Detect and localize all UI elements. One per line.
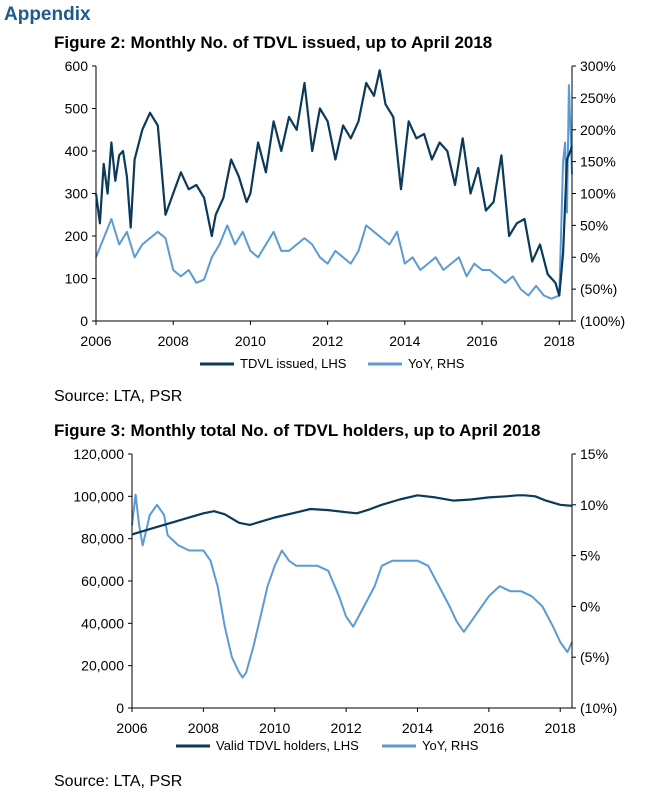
figure-3-title: Figure 3: Monthly total No. of TDVL hold… bbox=[54, 421, 541, 440]
figure-2-source: Source: LTA, PSR bbox=[54, 388, 183, 405]
figure-3-source: Source: LTA, PSR bbox=[54, 773, 183, 790]
right-tick-label: 100% bbox=[580, 186, 616, 202]
legend-rhs-label: YoY, RHS bbox=[408, 356, 465, 371]
x-tick-label: 2012 bbox=[312, 333, 343, 349]
right-tick-label: 5% bbox=[580, 548, 600, 564]
x-tick-label: 2016 bbox=[466, 333, 497, 349]
legend-rhs-label: YoY, RHS bbox=[422, 738, 479, 753]
right-tick-label: 10% bbox=[580, 497, 608, 513]
x-tick-label: 2016 bbox=[473, 720, 504, 736]
left-tick-label: 300 bbox=[65, 186, 89, 202]
lhs-series-line bbox=[131, 494, 573, 536]
x-tick-label: 2008 bbox=[188, 720, 219, 736]
right-tick-label: (50%) bbox=[580, 281, 617, 297]
figure-2-title: Figure 2: Monthly No. of TDVL issued, up… bbox=[54, 33, 493, 52]
x-tick-label: 2010 bbox=[259, 720, 290, 736]
right-tick-label: 150% bbox=[580, 154, 616, 170]
right-tick-label: (10%) bbox=[580, 700, 617, 716]
left-tick-label: 20,000 bbox=[81, 658, 124, 674]
right-tick-label: 300% bbox=[580, 58, 616, 74]
left-tick-label: 200 bbox=[65, 228, 89, 244]
appendix-heading: Appendix bbox=[4, 4, 91, 25]
left-tick-label: 0 bbox=[116, 700, 124, 716]
figure-2-chart: 0 100 200 300 400 500 600 (100%) (50%) 0% 50% 100% 1… bbox=[65, 58, 626, 371]
left-tick-label: 600 bbox=[65, 58, 89, 74]
left-tick-label: 60,000 bbox=[81, 573, 124, 589]
right-tick-label: (100%) bbox=[580, 313, 625, 329]
left-tick-label: 100,000 bbox=[73, 488, 124, 504]
right-tick-label: 0% bbox=[580, 249, 600, 265]
x-tick-label: 2018 bbox=[545, 720, 576, 736]
legend-lhs-label: Valid TDVL holders, LHS bbox=[216, 738, 359, 753]
x-tick-label: 2008 bbox=[158, 333, 189, 349]
x-tick-label: 2014 bbox=[402, 720, 433, 736]
right-tick-label: 200% bbox=[580, 122, 616, 138]
left-tick-label: 0 bbox=[80, 313, 88, 329]
rhs-series-line bbox=[131, 493, 573, 679]
x-tick-label: 2006 bbox=[80, 333, 111, 349]
left-tick-label: 40,000 bbox=[81, 615, 124, 631]
lhs-series-line bbox=[94, 69, 574, 297]
right-tick-label: (5%) bbox=[580, 649, 610, 665]
right-tick-label: 15% bbox=[580, 446, 608, 462]
x-tick-label: 2010 bbox=[235, 333, 266, 349]
x-tick-label: 2012 bbox=[331, 720, 362, 736]
legend-lhs-label: TDVL issued, LHS bbox=[240, 356, 347, 371]
right-tick-label: 50% bbox=[580, 217, 608, 233]
x-tick-label: 2006 bbox=[116, 720, 147, 736]
x-tick-label: 2014 bbox=[389, 333, 420, 349]
left-tick-label: 100 bbox=[65, 271, 89, 287]
right-tick-label: 0% bbox=[580, 598, 600, 614]
figure-3-chart: 0 20,000 40,000 60,000 80,000 100,000 120,000 (… bbox=[73, 446, 617, 753]
x-tick-label: 2018 bbox=[544, 333, 575, 349]
left-tick-label: 400 bbox=[65, 143, 89, 159]
rhs-series-line bbox=[95, 84, 573, 300]
left-tick-label: 120,000 bbox=[73, 446, 124, 462]
left-tick-label: 80,000 bbox=[81, 531, 124, 547]
right-tick-label: 250% bbox=[580, 90, 616, 106]
left-tick-label: 500 bbox=[65, 101, 89, 117]
